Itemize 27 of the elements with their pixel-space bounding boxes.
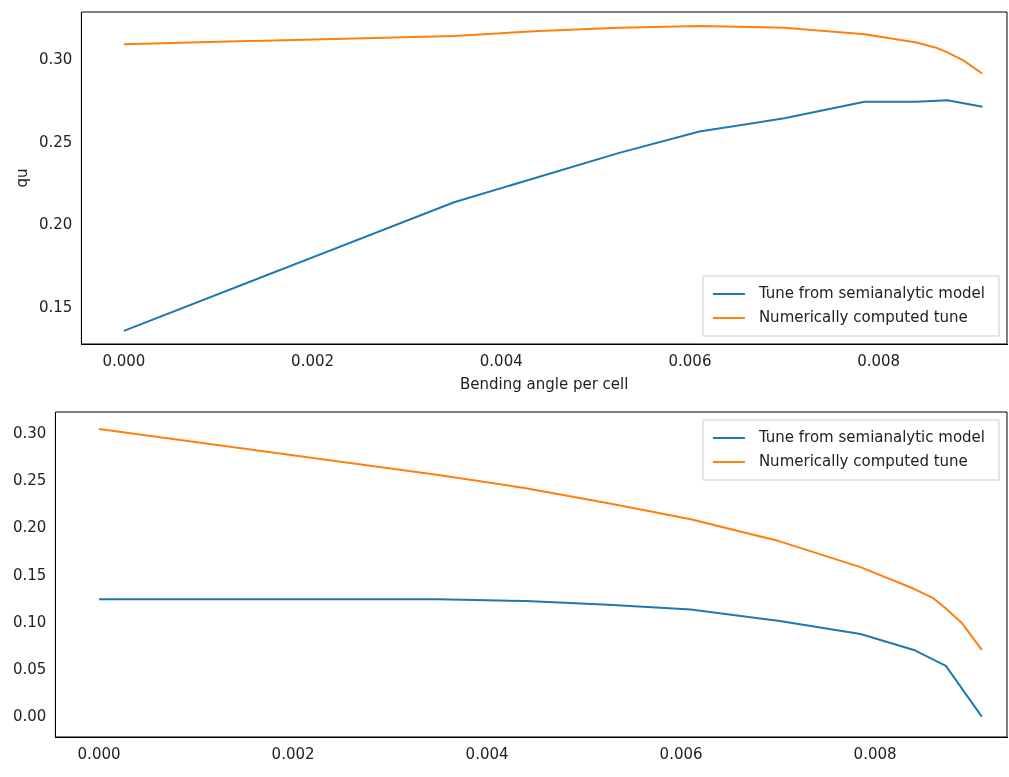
legend-label: Tune from semianalytic model [757,427,986,446]
x-tick-label: 0.004 [465,744,509,763]
legend-label: Tune from semianalytic model [757,283,986,302]
x-tick-label: 0.006 [668,351,712,370]
x-tick-label: 0.002 [291,351,335,370]
x-tick-label: 0.004 [479,351,523,370]
x-axis-title: Bending angle per cell [460,374,629,393]
y-tick-label: 0.25 [38,132,73,151]
x-tick-label: 0.008 [853,744,897,763]
y-tick-label: 0.05 [12,659,47,678]
y-tick-label: 0.25 [12,471,47,490]
y-tick-label: 0.15 [12,565,47,584]
y-tick-label: 0.20 [12,518,47,537]
legend-label: Numerically computed tune [758,307,968,326]
legend-label: Numerically computed tune [758,451,968,470]
y-tick-label: 0.20 [38,215,73,234]
y-tick-label: 0.30 [38,50,73,69]
y-tick-label: 0.15 [38,297,73,316]
y-tick-label: 0.10 [12,612,47,631]
x-tick-label: 0.006 [659,744,703,763]
x-tick-label: 0.000 [102,351,146,370]
y-tick-label: 0.30 [12,424,47,443]
y-tick-label: 0.00 [12,706,47,725]
x-tick-label: 0.002 [271,744,315,763]
x-tick-label: 0.008 [857,351,901,370]
x-tick-label: 0.000 [77,744,121,763]
y-axis-title: qu [12,168,31,188]
